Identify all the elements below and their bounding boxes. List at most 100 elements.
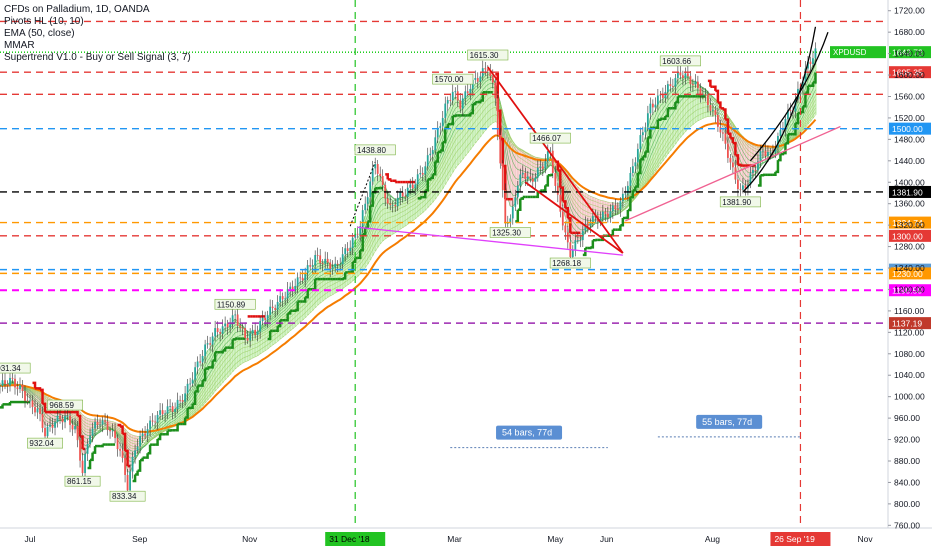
candle-body — [16, 387, 19, 390]
pivot-label: 1031.34 — [0, 364, 21, 373]
supertrend-segment — [775, 160, 780, 174]
candle-body — [722, 132, 724, 134]
supertrend-segment — [392, 179, 397, 183]
candle-body — [54, 422, 56, 428]
supertrend-segment — [0, 404, 4, 409]
supertrend-segment — [305, 289, 309, 299]
supertrend-segment — [137, 460, 142, 472]
candle-body — [181, 400, 184, 402]
candle-body — [436, 127, 439, 138]
y-tick-label: 1080.00 — [894, 349, 925, 359]
candle-body — [696, 81, 699, 89]
candle-body — [514, 197, 517, 207]
supertrend-segment — [205, 367, 209, 370]
price-level-tag: 1324.74 — [892, 218, 923, 228]
supertrend-segment — [655, 119, 660, 130]
supertrend-segment — [352, 257, 357, 264]
candle-body — [79, 440, 81, 461]
y-tick-label: 1200.00 — [894, 284, 925, 294]
candle-body — [301, 277, 304, 281]
candle-body — [331, 267, 334, 270]
supertrend-segment — [230, 339, 234, 349]
supertrend-segment — [617, 225, 622, 231]
supertrend-segment — [42, 402, 47, 413]
candle-body — [199, 361, 202, 363]
candle-body — [496, 98, 499, 135]
mmar-ribbon-line — [0, 114, 816, 437]
candle-body — [311, 265, 314, 267]
candle-body — [511, 206, 514, 219]
falling-wedge-line — [487, 66, 624, 254]
supertrend-segment — [302, 297, 307, 303]
pivot-label-bg — [432, 73, 474, 85]
pivot-label: 932.04 — [29, 439, 54, 448]
supertrend-segment — [125, 449, 129, 467]
candle-body — [691, 84, 694, 86]
candle-body — [506, 223, 509, 224]
candle-body — [484, 68, 487, 70]
candle-body — [274, 307, 277, 310]
y-tick-label: 1600.00 — [894, 70, 925, 80]
supertrend-segment — [792, 123, 797, 136]
candle-body — [504, 190, 507, 224]
supertrend-segment — [800, 106, 805, 114]
chart-legend: CFDs on Palladium, 1D, OANDA Pivots HL (… — [4, 4, 191, 64]
y-tick-label: 1120.00 — [894, 327, 924, 337]
candle-body — [724, 133, 727, 144]
pivot-label-bg — [719, 196, 761, 208]
candle-body — [641, 132, 644, 136]
candle-body — [616, 209, 619, 211]
candle-body — [671, 86, 674, 87]
supertrend-segment — [725, 118, 730, 134]
supertrend-segment — [220, 350, 224, 354]
candle-body — [24, 390, 26, 401]
bar-range-label: 54 bars, 77d — [502, 428, 552, 438]
supertrend-segment — [470, 103, 475, 115]
candle-body — [396, 197, 399, 207]
mmar-ribbon-line — [0, 101, 816, 445]
candle-body — [634, 162, 637, 167]
candle-body — [449, 100, 452, 101]
y-tick-label: 1360.00 — [894, 199, 925, 209]
candle-body — [606, 213, 609, 218]
candle-body — [446, 100, 449, 104]
candle-body — [346, 248, 349, 252]
candle-body — [714, 109, 717, 116]
supertrend-segment — [165, 430, 169, 436]
candle-body — [74, 425, 76, 430]
candle-body — [69, 415, 71, 425]
candle-body — [309, 265, 312, 267]
candle-body — [779, 130, 782, 136]
candle-body — [777, 135, 779, 148]
supertrend-segment — [630, 190, 635, 199]
supertrend-segment — [122, 432, 127, 451]
candle-body — [201, 355, 204, 363]
supertrend-segment — [285, 313, 289, 322]
pivot-label-bg — [549, 257, 591, 269]
y-tick-label: 1280.00 — [894, 242, 925, 252]
candle-body — [289, 286, 292, 290]
supertrend-segment — [642, 151, 647, 158]
supertrend-segment — [805, 85, 810, 94]
price-level-tag: 1500.00 — [892, 124, 923, 134]
time-axis-tag-bg — [325, 532, 386, 546]
candle-body — [59, 415, 61, 419]
candle-body — [754, 169, 757, 171]
candle-body — [804, 68, 807, 83]
supertrend-segment — [587, 246, 592, 250]
candle-body — [391, 204, 394, 206]
supertrend-segment — [635, 173, 640, 188]
candle-body — [381, 175, 384, 186]
candle-body — [509, 218, 512, 224]
candle-body — [369, 181, 372, 198]
candle-body — [256, 331, 259, 335]
supertrend-segment — [40, 388, 44, 404]
supertrend-segment — [610, 229, 615, 237]
candle-body — [404, 196, 407, 198]
candle-body — [1, 380, 4, 386]
candle-body — [4, 380, 6, 385]
candle-body — [416, 174, 419, 185]
candle-body — [564, 225, 567, 233]
legend-indicator: Pivots HL (10, 10) — [4, 16, 84, 27]
